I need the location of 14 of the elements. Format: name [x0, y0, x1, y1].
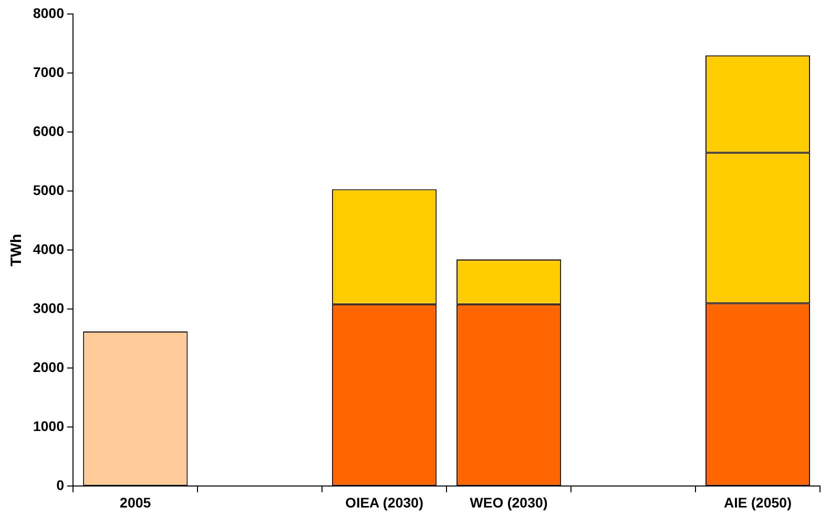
y-tick-label: 4000 — [32, 240, 64, 257]
y-tick-label: 0 — [56, 477, 64, 494]
x-tick-label: AIE (2050) — [724, 494, 792, 510]
x-tick-label: 2005 — [120, 494, 152, 510]
y-tick-label: 1000 — [32, 418, 64, 434]
y-tick-label: 2000 — [32, 359, 64, 376]
x-tick-label: WEO (2030) — [470, 494, 548, 510]
y-tick-label: 6000 — [32, 122, 64, 139]
y-tick-label: 8000 — [32, 4, 64, 21]
y-tick-label: 3000 — [32, 300, 64, 316]
y-tick-label: 7000 — [32, 64, 64, 80]
y-tick-label: 5000 — [32, 182, 64, 198]
x-tick-label: OIEA (2030) — [345, 494, 424, 510]
y-axis-title: TWh — [8, 234, 26, 266]
